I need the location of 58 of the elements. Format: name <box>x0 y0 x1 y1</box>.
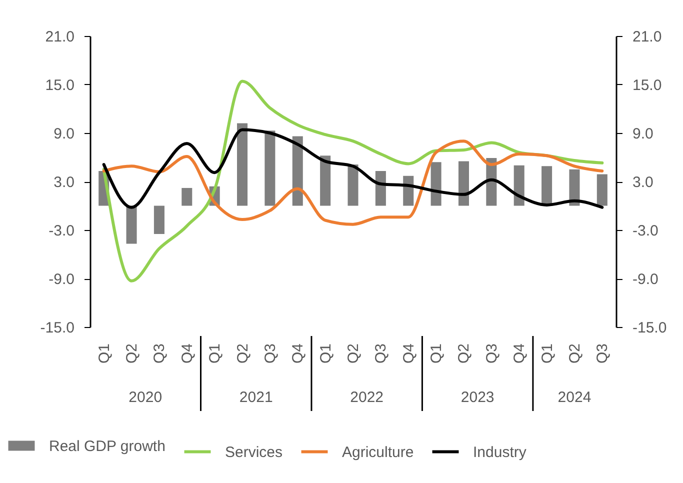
x-tick-label: Q3 <box>483 344 500 364</box>
y2-tick-label: 15.0 <box>632 77 662 94</box>
x-tick-label: Q3 <box>262 344 279 364</box>
x-tick-label: Q1 <box>96 344 113 364</box>
legend-label: Real GDP growth <box>49 438 166 455</box>
text: 2020 <box>128 389 162 406</box>
x-tick-label: Q4 <box>400 344 418 364</box>
x-tick-label: Q2 <box>566 344 584 364</box>
bar <box>596 174 608 206</box>
x-tick-label: Q1 <box>538 344 556 364</box>
y2-tick-label: 9.0 <box>632 126 654 142</box>
line-series <box>102 80 604 282</box>
y-tick-label: -9.0 <box>48 271 74 288</box>
legend-label: Services <box>225 444 283 461</box>
y-tick-label: 3.0 <box>54 174 74 191</box>
x-tick-label: Q2 <box>234 344 252 364</box>
x-tick-label: Q4 <box>511 344 528 364</box>
text: 2021 <box>239 389 273 406</box>
bar <box>182 188 192 206</box>
y2-tick-label: -9.0 <box>632 271 658 288</box>
y-tick-label: -3.0 <box>48 222 74 240</box>
bar <box>348 164 358 206</box>
bar <box>375 170 386 206</box>
line-series <box>102 128 604 209</box>
x-tick-label: Q1 <box>317 344 334 364</box>
x-tick-label: Q3 <box>594 344 612 364</box>
y2-tick-label: -15.0 <box>632 320 667 336</box>
legend-label: Agriculture <box>342 444 414 461</box>
line-series <box>102 140 604 226</box>
y-tick-label: 21.0 <box>45 28 74 46</box>
x-tick-label: Q2 <box>456 344 473 364</box>
y-tick-label: -15.0 <box>40 320 74 336</box>
text: 2022 <box>350 389 384 406</box>
y2-tick-label: 21.0 <box>632 28 662 46</box>
x-tick-label: Q2 <box>345 344 362 364</box>
x-tick-label: Q4 <box>290 344 307 364</box>
x-tick-label: Q2 <box>124 344 141 364</box>
y2-tick-label: -3.0 <box>632 222 658 240</box>
bar <box>154 206 164 234</box>
text: 2024 <box>558 389 592 406</box>
y2-tick-label: 3.0 <box>632 174 654 191</box>
bar <box>126 206 137 244</box>
x-tick-label: Q3 <box>151 344 168 364</box>
bar <box>237 123 248 206</box>
x-tick-label: Q1 <box>206 344 224 364</box>
bar <box>458 161 469 206</box>
x-tick-label: Q3 <box>372 344 390 364</box>
legend-label: Industry <box>473 444 527 461</box>
bar <box>430 162 442 206</box>
bar <box>320 156 331 206</box>
y-tick-label: 9.0 <box>54 126 74 142</box>
bar <box>514 165 524 206</box>
bar <box>264 130 276 206</box>
y-tick-label: 15.0 <box>45 77 74 94</box>
x-tick-label: Q4 <box>178 344 196 364</box>
text: 2023 <box>460 389 494 406</box>
bar <box>569 169 580 206</box>
x-tick-label: Q1 <box>428 344 446 364</box>
